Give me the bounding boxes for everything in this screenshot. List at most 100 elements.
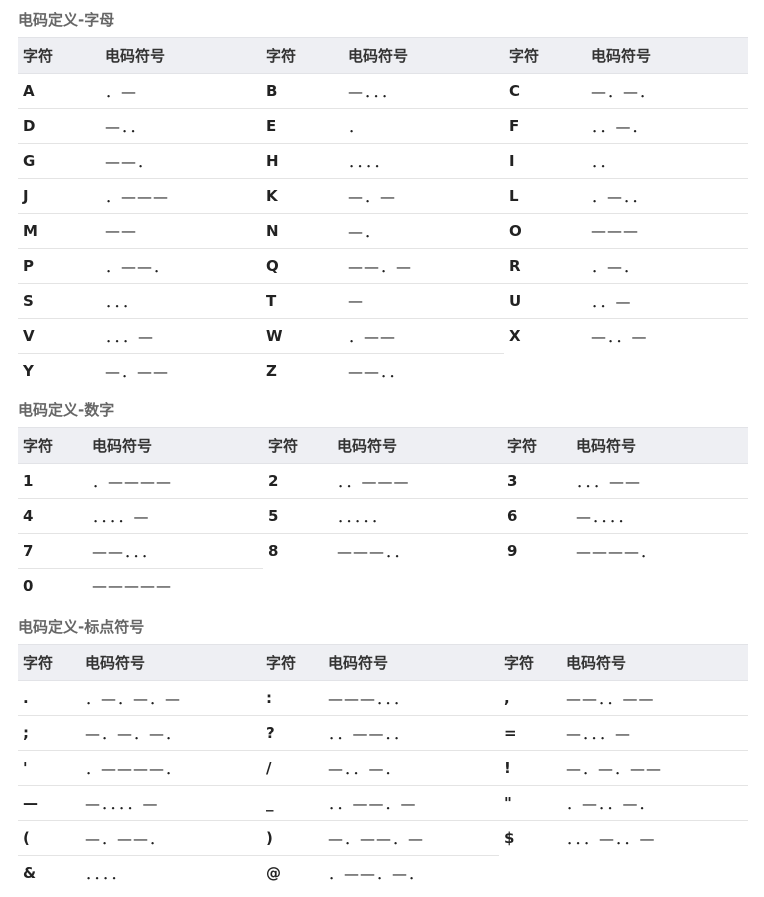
column-header-code: 电码符号 (586, 37, 748, 74)
code-cell: ．．——．． (323, 715, 499, 751)
char-cell: 5 (263, 498, 332, 534)
char-cell: A (18, 73, 100, 109)
char-cell: 0 (23, 577, 34, 595)
table-row: ' ．————． / —．．—． ! —．—．—— (18, 750, 748, 786)
char-cell: Z (266, 362, 277, 380)
column-header-code: 电码符号 (80, 644, 261, 681)
code-cell: ——．— (343, 248, 504, 284)
column-header-char: 字符 (261, 37, 343, 74)
char-cell: B (261, 73, 343, 109)
column-header-code: 电码符号 (332, 427, 502, 464)
code-cell: ．．— (586, 283, 748, 319)
table-header-row: 字符 电码符号 字符 电码符号 字符 电码符号 (18, 427, 748, 464)
char-cell: F (504, 108, 586, 144)
code-cell: ．．——— (332, 463, 502, 499)
char-cell: " (499, 785, 561, 821)
column-header-code: 电码符号 (100, 37, 261, 74)
code-cell: —．—— (105, 362, 170, 381)
code-cell: ．— (100, 73, 261, 109)
char-cell: O (504, 213, 586, 249)
code-cell: ．—— (343, 318, 504, 354)
char-cell: P (18, 248, 100, 284)
code-cell: ————— (92, 577, 172, 595)
char-cell: ! (499, 750, 561, 786)
code-cell: —．．．．— (80, 785, 261, 821)
char-cell: D (18, 108, 100, 144)
table-row: V ．．．— W ．—— X —．．— (18, 318, 748, 354)
code-cell: ————． (576, 542, 657, 561)
char-cell: Y (23, 362, 34, 380)
section-title-letters: 电码定义-字母 (18, 11, 115, 29)
char-cell: @ (266, 864, 281, 882)
char-cell: I (504, 143, 586, 179)
code-cell: —．．． (343, 73, 504, 109)
char-cell: _ (261, 785, 323, 821)
char-cell: ) (261, 820, 323, 856)
code-cell: ——— (586, 213, 748, 249)
column-header-code: 电码符号 (343, 37, 504, 74)
char-cell: 3 (502, 463, 571, 499)
char-cell: — (18, 785, 80, 821)
char-cell: 9 (507, 542, 518, 561)
char-cell: C (504, 73, 586, 109)
column-header-code: 电码符号 (571, 427, 748, 464)
code-cell: ．—． (586, 248, 748, 284)
code-cell: —．．— (591, 327, 648, 346)
char-cell: K (261, 178, 343, 214)
code-cell: ．．．． (343, 143, 504, 179)
empty-cell (263, 569, 332, 604)
char-cell: 1 (18, 463, 87, 499)
char-cell: 6 (502, 498, 571, 534)
char-cell: $ (504, 829, 515, 848)
letters-table: 字符 电码符号 字符 电码符号 字符 电码符号 A ．— B —．．． C —．… (18, 37, 748, 388)
column-header-char: 字符 (18, 644, 80, 681)
code-cell: ．． (586, 143, 748, 179)
section-title-punctuation: 电码定义-标点符号 (18, 618, 145, 636)
char-cell: & (23, 864, 37, 882)
table-row: ( —．——． ) —．——．— $ ．．．—．．— (18, 820, 748, 856)
char-cell: E (261, 108, 343, 144)
code-cell: —．——． (80, 820, 261, 856)
char-cell: : (261, 680, 323, 716)
char-cell: 7 (18, 533, 87, 569)
code-cell: ——．． (348, 362, 405, 381)
column-header-char: 字符 (263, 427, 332, 464)
empty-cell (502, 569, 571, 604)
empty-cell (504, 354, 586, 389)
code-cell: ——．．． (87, 533, 263, 569)
table-row: 1 ．———— 2 ．．——— 3 ．．．—— (18, 463, 748, 499)
char-cell: ( (18, 820, 80, 856)
table-row: 4 ．．．．— 5 ．．．．． 6 —．．．． (18, 498, 748, 534)
empty-cell (499, 856, 561, 891)
code-cell: ．————． (80, 750, 261, 786)
column-header-char: 字符 (499, 644, 561, 681)
empty-cell (332, 569, 502, 604)
table-row: D —．． E ． F ．．—． (18, 108, 748, 144)
code-cell: ．．．．． (332, 498, 502, 534)
char-cell: L (504, 178, 586, 214)
code-cell: ．．．．— (87, 498, 263, 534)
code-cell: — (343, 283, 504, 319)
table-row: 0 ————— (18, 569, 748, 604)
char-cell: J (18, 178, 100, 214)
code-cell: ．——．—． (328, 864, 425, 883)
code-cell: —．—． (586, 73, 748, 109)
table-row: A ．— B —．．． C —．—． (18, 73, 748, 109)
char-cell: N (261, 213, 343, 249)
column-header-char: 字符 (18, 427, 87, 464)
code-cell: —．．—． (323, 750, 499, 786)
code-cell: ．．—． (586, 108, 748, 144)
code-cell: ．．． (100, 283, 261, 319)
char-cell: 4 (18, 498, 87, 534)
code-cell: —．—．—— (561, 750, 748, 786)
char-cell: H (261, 143, 343, 179)
numbers-table: 字符 电码符号 字符 电码符号 字符 电码符号 1 ．———— 2 ．．——— … (18, 427, 748, 603)
char-cell: T (261, 283, 343, 319)
table-row: G ——． H ．．．． I ．． (18, 143, 748, 179)
code-cell: ．—．． (586, 178, 748, 214)
table-row: & ．．．． @ ．——．—． (18, 856, 748, 891)
table-row: 7 ——．．． 8 ———．． 9 ————． (18, 533, 748, 569)
table-row: — —．．．．— _ ．．——．— " ．—．．—． (18, 785, 748, 821)
table-header-row: 字符 电码符号 字符 电码符号 字符 电码符号 (18, 644, 748, 681)
